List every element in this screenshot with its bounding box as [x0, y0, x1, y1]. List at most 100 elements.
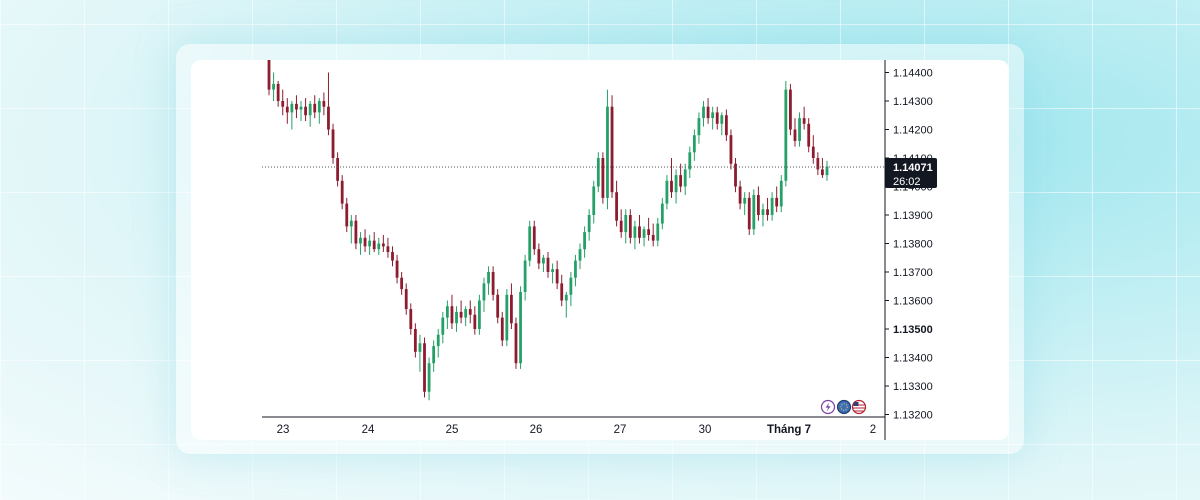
- candle-body-up: [528, 226, 532, 261]
- y-tick-label: 1.14400: [893, 68, 933, 80]
- candle-body-up: [477, 300, 481, 329]
- candle-body-up: [564, 294, 568, 301]
- x-tick-label: 30: [699, 424, 712, 436]
- candle-body-down: [738, 186, 742, 204]
- candle-body-up: [482, 283, 486, 301]
- candle-body-up: [427, 363, 431, 392]
- candle-body-up: [702, 106, 705, 119]
- candle-body-up: [317, 101, 321, 113]
- candle-body-down: [313, 103, 317, 113]
- x-tick-label: Tháng 7: [767, 424, 811, 436]
- candle-body-down: [510, 294, 513, 324]
- candle-body-down: [811, 146, 815, 158]
- candle-body-up: [308, 103, 312, 116]
- eu-stars: [840, 403, 848, 411]
- candle-body-up: [464, 309, 468, 318]
- candle-body-up: [505, 294, 509, 341]
- candle-body-up: [272, 83, 275, 90]
- candle-body-up: [418, 343, 422, 352]
- candle-body-up: [523, 260, 527, 292]
- candle-body-down: [331, 129, 335, 158]
- candle-body-down: [532, 226, 536, 250]
- candle-body-down: [491, 272, 495, 295]
- candle-body-down: [793, 129, 797, 141]
- candle-body-up: [642, 229, 646, 238]
- candle-body-down: [724, 115, 728, 136]
- candle-body-down: [766, 209, 769, 215]
- candle-body-down: [816, 158, 820, 170]
- candle-body-down: [345, 203, 349, 227]
- candle-body-down: [619, 220, 623, 233]
- x-tick-label: 23: [277, 424, 290, 436]
- candle-body-down: [468, 309, 472, 315]
- event-icons[interactable]: [820, 399, 867, 415]
- candle-body-up: [487, 272, 490, 284]
- candle-body-down: [734, 163, 737, 187]
- candle-body-up: [606, 106, 609, 198]
- candle-body-up: [770, 197, 774, 215]
- candle-body-up: [633, 226, 637, 238]
- y-tick-label: 1.13900: [893, 210, 933, 222]
- candle-body-down: [747, 197, 751, 230]
- y-tick-label: 1.14200: [893, 125, 933, 137]
- candle-body-down: [354, 220, 358, 244]
- candles-group: [267, 60, 829, 401]
- y-tick-label: 1.13600: [893, 296, 933, 308]
- candle-body-up: [436, 334, 440, 347]
- candle-body-down: [775, 197, 779, 207]
- lightning-glyph: [825, 402, 831, 412]
- candle-body-down: [381, 243, 385, 247]
- candle-body-down: [615, 192, 619, 221]
- us-canton: [853, 402, 859, 406]
- candle-body-down: [423, 343, 426, 392]
- candle-body-up: [660, 203, 664, 224]
- countdown-label: 26:02: [893, 176, 921, 188]
- candle-body-down: [560, 283, 564, 301]
- y-tick-label: 1.13500: [893, 324, 933, 336]
- price-tag: 1.14071 26:02: [885, 158, 937, 188]
- candle-body-up: [574, 260, 577, 278]
- candle-body-up: [432, 346, 436, 364]
- candle-body-up: [692, 135, 696, 153]
- candle-body-down: [537, 249, 541, 264]
- y-tick-label: 1.13700: [893, 267, 933, 279]
- candle-body-up: [441, 317, 445, 335]
- candle-body-down: [304, 106, 307, 116]
- candle-body-down: [285, 106, 289, 113]
- candle-body-down: [638, 226, 641, 238]
- y-tick-label: 1.13200: [893, 410, 933, 422]
- candle-body-down: [386, 246, 390, 253]
- candle-body-up: [519, 291, 522, 364]
- candle-body-down: [729, 135, 733, 164]
- candle-body-up: [784, 89, 788, 181]
- candle-body-down: [391, 252, 394, 261]
- candle-body-down: [473, 314, 477, 329]
- candle-body-down: [500, 317, 504, 341]
- chart-card: 1.144001.143001.142001.141001.140001.139…: [191, 60, 1009, 440]
- candle-body-up: [711, 112, 715, 119]
- candle-body-up: [299, 106, 303, 110]
- candle-body-up: [542, 257, 545, 264]
- candle-body-down: [363, 237, 367, 247]
- candle-body-up: [720, 115, 724, 124]
- x-tick-label: 24: [362, 424, 375, 436]
- candle-body-up: [445, 306, 449, 318]
- candle-body-down: [450, 306, 454, 324]
- candle-body-down: [610, 106, 614, 193]
- x-tick-label: 27: [614, 424, 627, 436]
- candle-body-down: [679, 175, 683, 187]
- candle-body-up: [683, 169, 687, 187]
- candle-body-up: [761, 209, 765, 215]
- time-axis: 23 24 25 26 27 30 Tháng 7 2: [277, 424, 877, 436]
- candle-body-down: [327, 106, 330, 130]
- candle-body-down: [802, 118, 806, 124]
- eu-flag-icon[interactable]: [836, 399, 852, 415]
- candle-body-down: [670, 180, 673, 193]
- candle-body-up: [665, 180, 669, 204]
- y-tick-label: 1.13400: [893, 353, 933, 365]
- x-tick-label: 25: [446, 424, 459, 436]
- candle-body-down: [340, 180, 344, 204]
- candle-body-down: [647, 229, 651, 235]
- candle-body-down: [628, 215, 632, 238]
- candle-body-up: [368, 240, 372, 247]
